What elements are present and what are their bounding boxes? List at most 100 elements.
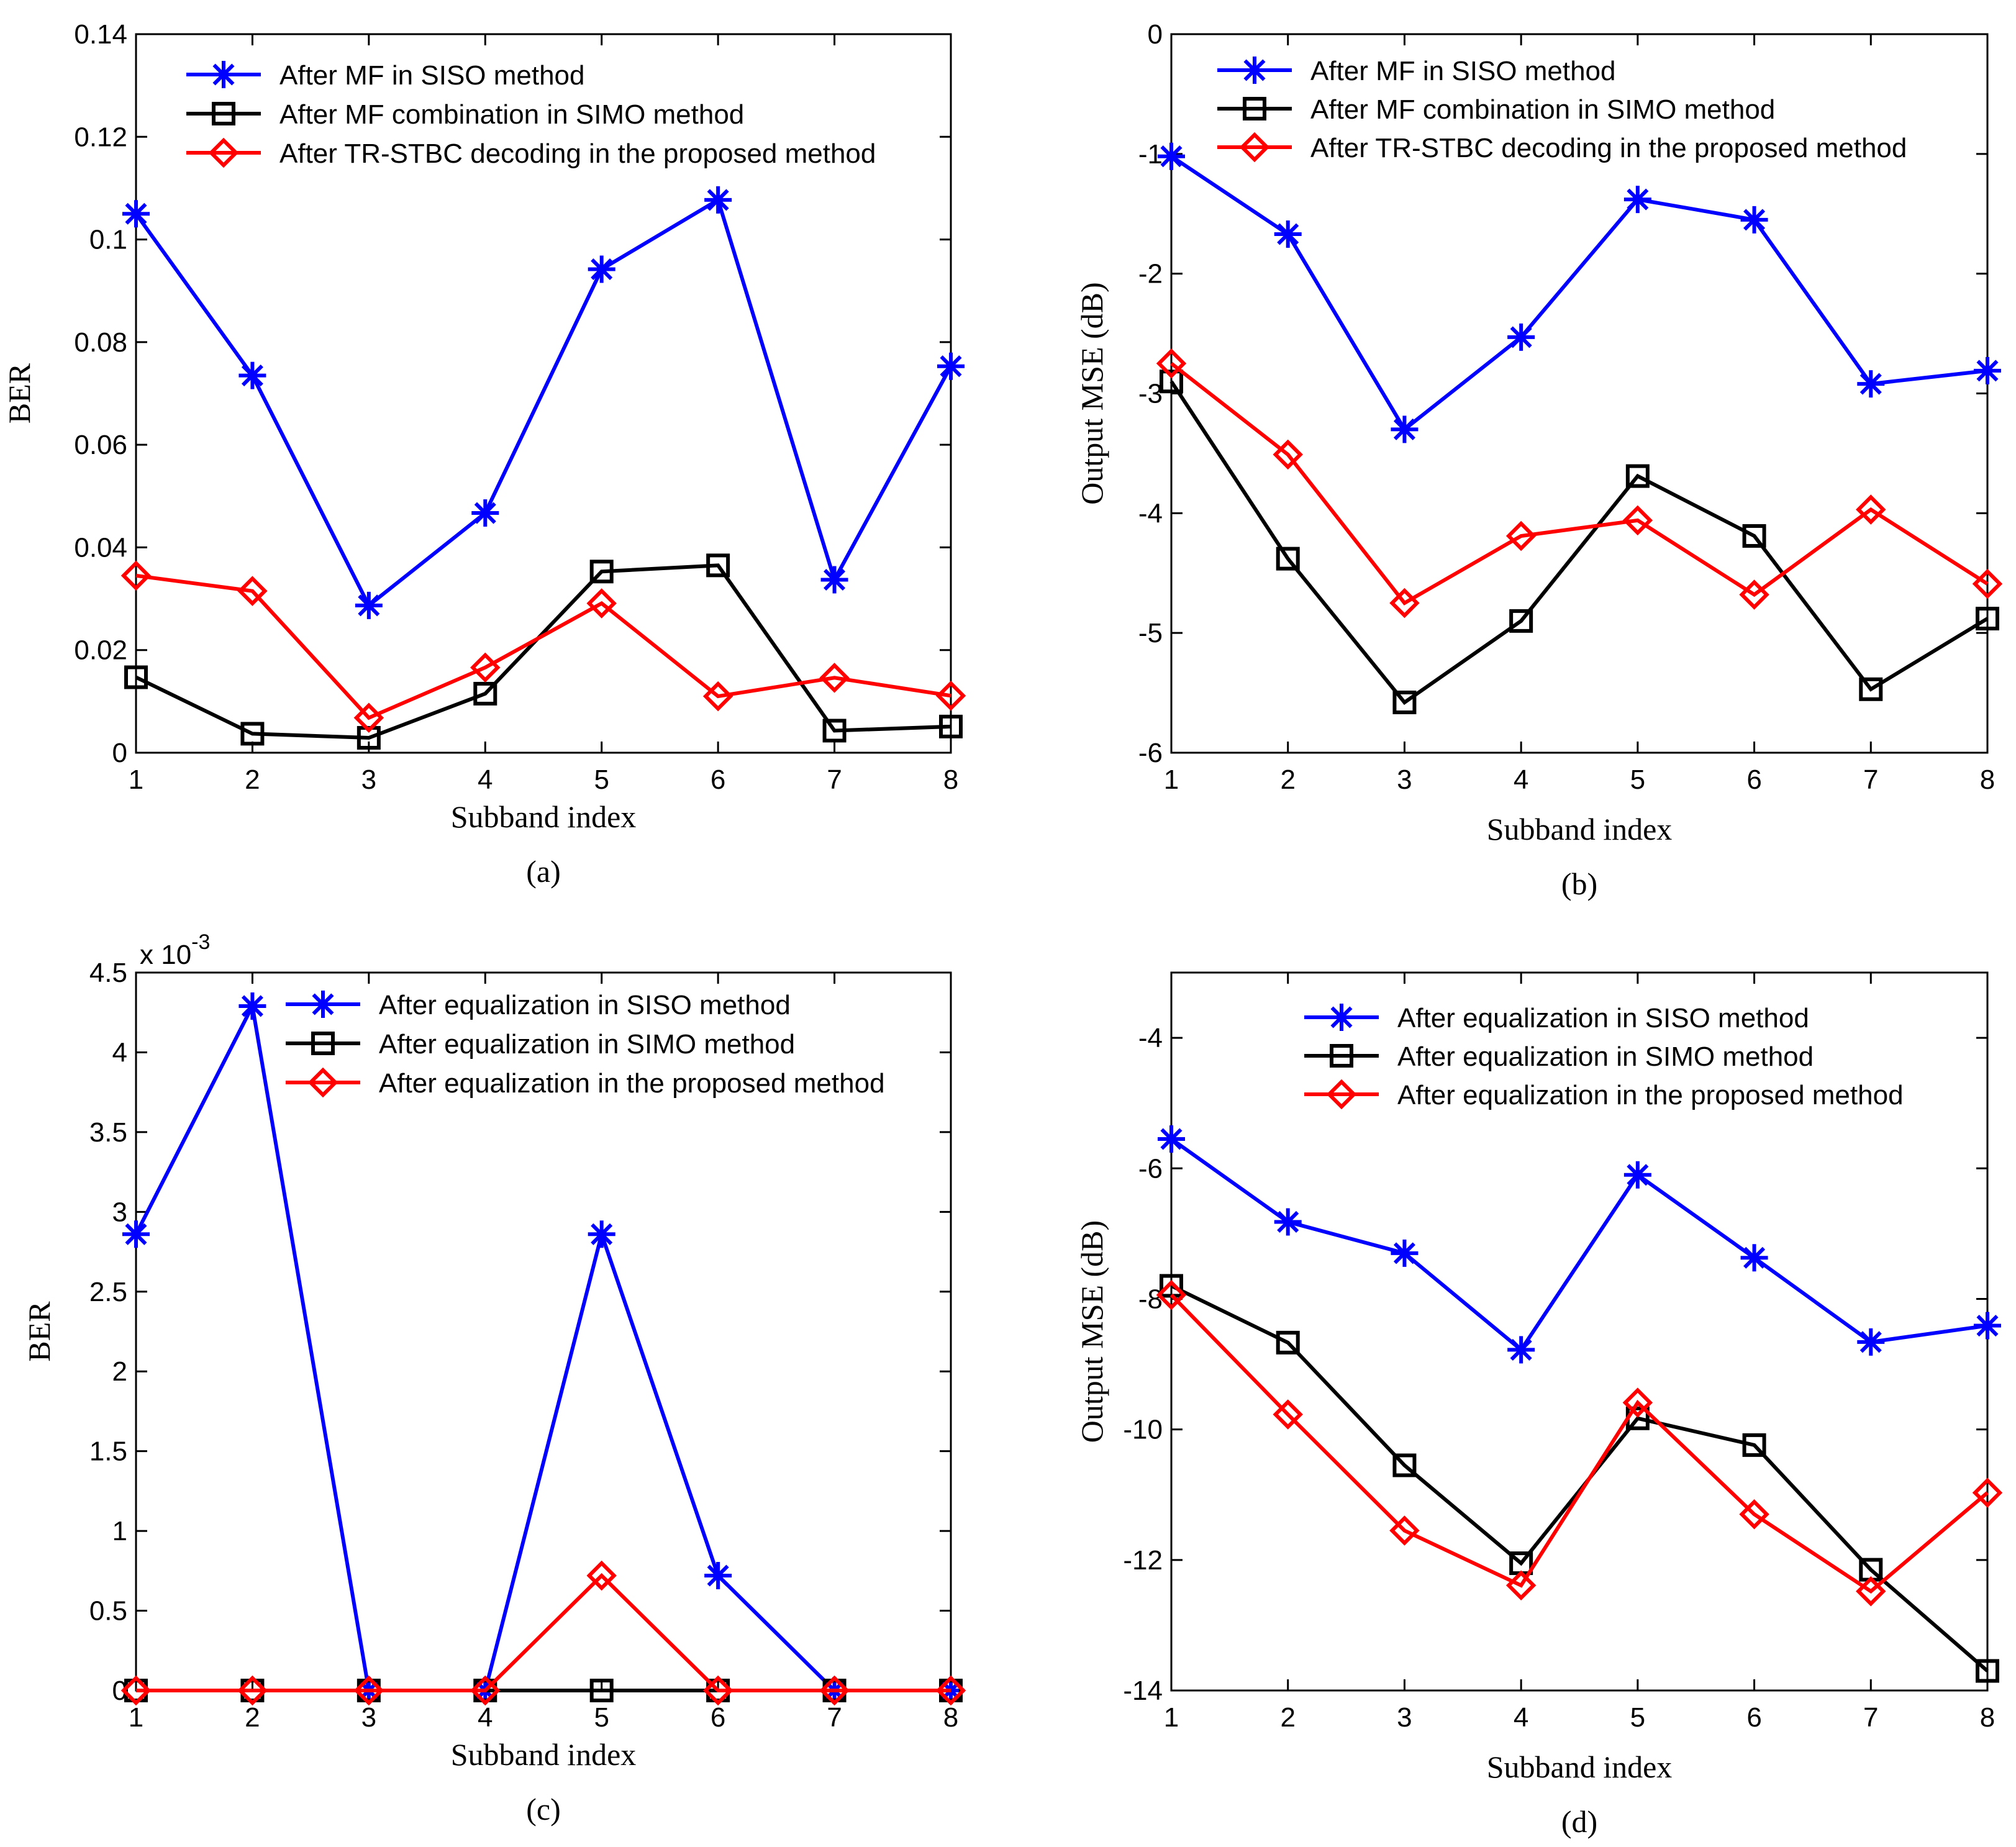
y-tick-label: 2.5 [89, 1277, 127, 1307]
series-line-0 [1170, 155, 1988, 432]
legend-marker [311, 1032, 335, 1055]
x-tick-label: 8 [1980, 765, 1995, 795]
data-point-marker [589, 1679, 614, 1702]
chart-panel-b: 1 2 3 4 5 6 7 8 -6 -5 -4 -3 -2 -1 0 Subband index Output… [1074, 19, 2003, 901]
panel-caption: (a) [526, 854, 561, 889]
legend-label: After equalization in SIMO method [1397, 1041, 1814, 1072]
data-point-marker [471, 499, 499, 527]
data-point-marker [588, 1220, 615, 1248]
y-axis-label: BER [22, 1301, 57, 1362]
y-axis-label: Output MSE (dB) [1074, 282, 1109, 504]
data-point-marker [1622, 1387, 1653, 1418]
x-tick-label: 8 [943, 1702, 958, 1733]
chart-panel-a: 1 2 3 4 5 6 7 8 0 0.02 0.04 0.06 0.08 0.1 0.12 0.14 Subb… [2, 19, 966, 889]
data-point-marker [1740, 206, 1768, 234]
data-point-marker [588, 255, 615, 283]
data-point-marker [1509, 609, 1533, 633]
x-tick-label: 8 [943, 765, 958, 795]
x-tick-label: 6 [711, 1702, 725, 1733]
data-point-marker [355, 591, 383, 619]
y-tick-label: 0 [1148, 19, 1163, 50]
x-tick-label: 2 [1280, 765, 1295, 795]
data-point-marker [1158, 1125, 1185, 1153]
legend-label: After equalization in SISO method [379, 990, 791, 1020]
series-line-1 [1169, 380, 1989, 706]
data-point-marker [1507, 1336, 1535, 1364]
legend-marker [1326, 1079, 1357, 1110]
legend-label: After TR-STBC decoding in the proposed m… [279, 138, 876, 169]
series-line-0 [134, 1000, 951, 1692]
data-point-marker [1391, 1239, 1419, 1267]
x-tick-label: 1 [1164, 1702, 1179, 1733]
x-tick-label: 7 [1863, 765, 1878, 795]
data-point-marker [1974, 356, 2001, 384]
data-point-marker [122, 1220, 150, 1248]
data-point-marker [1389, 588, 1420, 619]
data-point-marker [935, 681, 966, 711]
data-point-marker [1742, 1433, 1766, 1457]
data-point-marker [820, 566, 848, 594]
data-point-marker [937, 352, 965, 380]
series-line-1 [135, 563, 951, 740]
data-point-marker [1392, 1453, 1417, 1477]
data-point-marker [473, 681, 497, 706]
x-tick-label: 7 [1863, 1702, 1878, 1733]
data-point-marker [353, 702, 384, 733]
data-point-marker [1857, 370, 1885, 398]
data-point-marker [1859, 677, 1883, 701]
data-point-marker [935, 1675, 966, 1706]
x-tick-label: 4 [478, 765, 493, 795]
data-point-marker [822, 719, 847, 743]
y-tick-label: 4 [112, 1037, 127, 1068]
legend-marker [212, 102, 235, 125]
data-point-marker [120, 1675, 152, 1706]
y-tick-label: 0.12 [74, 122, 127, 152]
chart-panel-c: 1 2 3 4 5 6 7 800.511.522.533.544.5x 10-3Subban… [22, 930, 966, 1827]
y-tick-label: 3.5 [89, 1117, 127, 1148]
x-axis-label: Subband index [1487, 812, 1673, 846]
legend-label: After equalization in the proposed metho… [1397, 1080, 1904, 1110]
y-tick-label: -5 [1138, 618, 1163, 648]
y-tick-label: 0.1 [89, 225, 127, 255]
legend-label: After equalization in SIMO method [379, 1029, 795, 1060]
panel-caption: (b) [1561, 866, 1597, 901]
data-point-marker [1739, 579, 1769, 610]
y-tick-label: 0.08 [74, 327, 127, 358]
y-tick-label: -6 [1138, 738, 1163, 768]
data-point-marker [1160, 370, 1183, 394]
x-tick-label: 6 [1746, 1702, 1761, 1733]
legend-label: After MF in SISO method [279, 60, 585, 91]
y-tick-label: -4 [1138, 498, 1163, 529]
x-tick-label: 5 [594, 765, 609, 795]
legend-marker [307, 1067, 338, 1098]
y-tick-label: 0.02 [74, 635, 127, 666]
legend-label: After TR-STBC decoding in the proposed m… [1310, 133, 1907, 163]
data-point-marker [702, 1675, 733, 1706]
data-point-marker [1276, 1330, 1300, 1355]
data-point-marker [1507, 323, 1535, 351]
legend-marker [210, 61, 237, 88]
x-tick-label: 6 [1746, 765, 1761, 795]
series-line-0 [134, 197, 953, 609]
y-tick-label: 3 [112, 1197, 127, 1227]
x-axis-label: Subband index [451, 799, 637, 834]
data-point-marker [939, 714, 963, 738]
x-tick-label: 5 [594, 1702, 609, 1733]
x-tick-label: 4 [1514, 765, 1528, 795]
data-point-marker [1273, 439, 1303, 470]
x-tick-label: 3 [361, 765, 376, 795]
data-point-marker [1625, 464, 1650, 488]
y-tick-label: -14 [1123, 1676, 1163, 1706]
legend-label: After equalization in SISO method [1397, 1003, 1809, 1033]
y-tick-label: 0.06 [74, 430, 127, 460]
x-tick-label: 2 [245, 1702, 260, 1733]
x-tick-label: 7 [827, 1702, 842, 1733]
x-tick-label: 1 [129, 765, 143, 795]
data-point-marker [237, 576, 268, 606]
x-tick-label: 5 [1630, 1702, 1645, 1733]
y-tick-label: 0.5 [89, 1596, 127, 1627]
legend-label: After MF combination in SIMO method [1310, 94, 1775, 125]
y-tick-label: -2 [1138, 259, 1163, 289]
data-point-marker [124, 665, 148, 689]
series-line-2 [1170, 361, 1989, 606]
